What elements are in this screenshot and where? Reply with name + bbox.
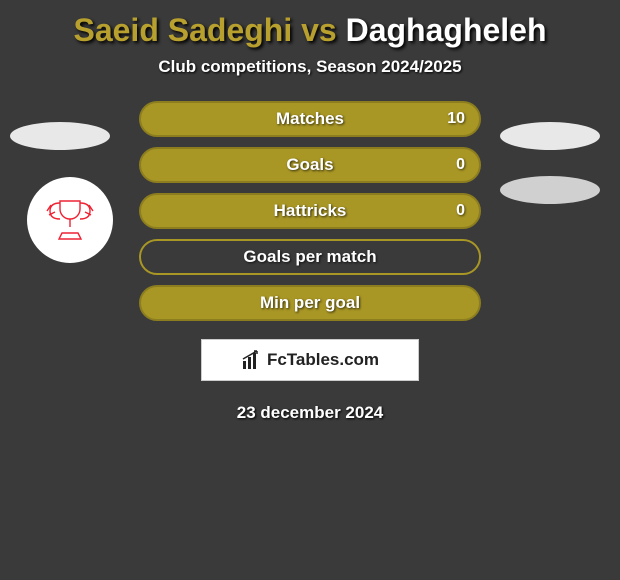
player2-name: Daghagheleh [346, 12, 547, 48]
date-text: 23 december 2024 [0, 403, 620, 423]
stat-label: Matches [276, 109, 344, 129]
right-oval-2 [500, 176, 600, 204]
trophy-icon [37, 187, 103, 253]
player-avatar [27, 177, 113, 263]
logo-text: FcTables.com [267, 350, 379, 370]
right-oval-1 [500, 122, 600, 150]
stat-bar-matches: Matches 10 [139, 101, 481, 137]
stat-value: 0 [456, 202, 465, 220]
stat-value: 0 [456, 156, 465, 174]
vs-text: vs [292, 12, 345, 48]
stat-bar-min-per-goal: Min per goal [139, 285, 481, 321]
stat-label: Hattricks [274, 201, 347, 221]
stat-label: Min per goal [260, 293, 360, 313]
stat-value: 10 [447, 110, 465, 128]
subtitle: Club competitions, Season 2024/2025 [0, 57, 620, 77]
stat-bar-goals: Goals 0 [139, 147, 481, 183]
chart-icon [241, 349, 263, 371]
player1-name: Saeid Sadeghi [73, 12, 292, 48]
stat-label: Goals [286, 155, 333, 175]
page-title: Saeid Sadeghi vs Daghagheleh [0, 0, 620, 57]
left-oval [10, 122, 110, 150]
stat-row: Min per goal [0, 285, 620, 321]
stat-label: Goals per match [243, 247, 376, 267]
stat-bar-hattricks: Hattricks 0 [139, 193, 481, 229]
stat-bar-goals-per-match: Goals per match [139, 239, 481, 275]
fctables-logo[interactable]: FcTables.com [201, 339, 419, 381]
